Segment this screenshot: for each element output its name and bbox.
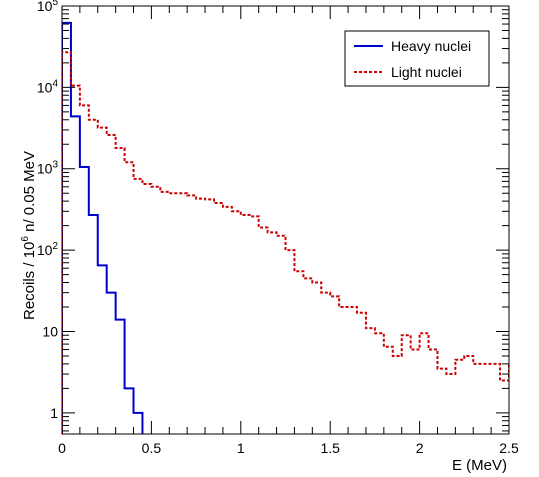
x-tick-label: 2.5	[499, 440, 519, 456]
legend-light-label: Light nuclei	[391, 64, 462, 80]
x-tick-label: 1.5	[320, 440, 340, 456]
y-axis-label-rest: n/ 0.05 MeV	[21, 151, 38, 236]
x-tick-label: 0	[58, 440, 66, 456]
y-tick-label: 10	[42, 323, 58, 339]
y-axis-label: Recoils / 106 n/ 0.05 MeV	[20, 151, 38, 320]
x-tick-label: 0.5	[142, 440, 162, 456]
x-tick-label: 2	[416, 440, 424, 456]
x-axis-label: E (MeV)	[452, 457, 507, 474]
x-tick-label: 1	[237, 440, 245, 456]
legend: Heavy nuclei Light nuclei	[345, 31, 489, 86]
legend-heavy-label: Heavy nuclei	[391, 38, 471, 54]
y-axis-label-main: Recoils / 10	[21, 242, 38, 320]
y-tick-label: 1	[50, 405, 58, 421]
